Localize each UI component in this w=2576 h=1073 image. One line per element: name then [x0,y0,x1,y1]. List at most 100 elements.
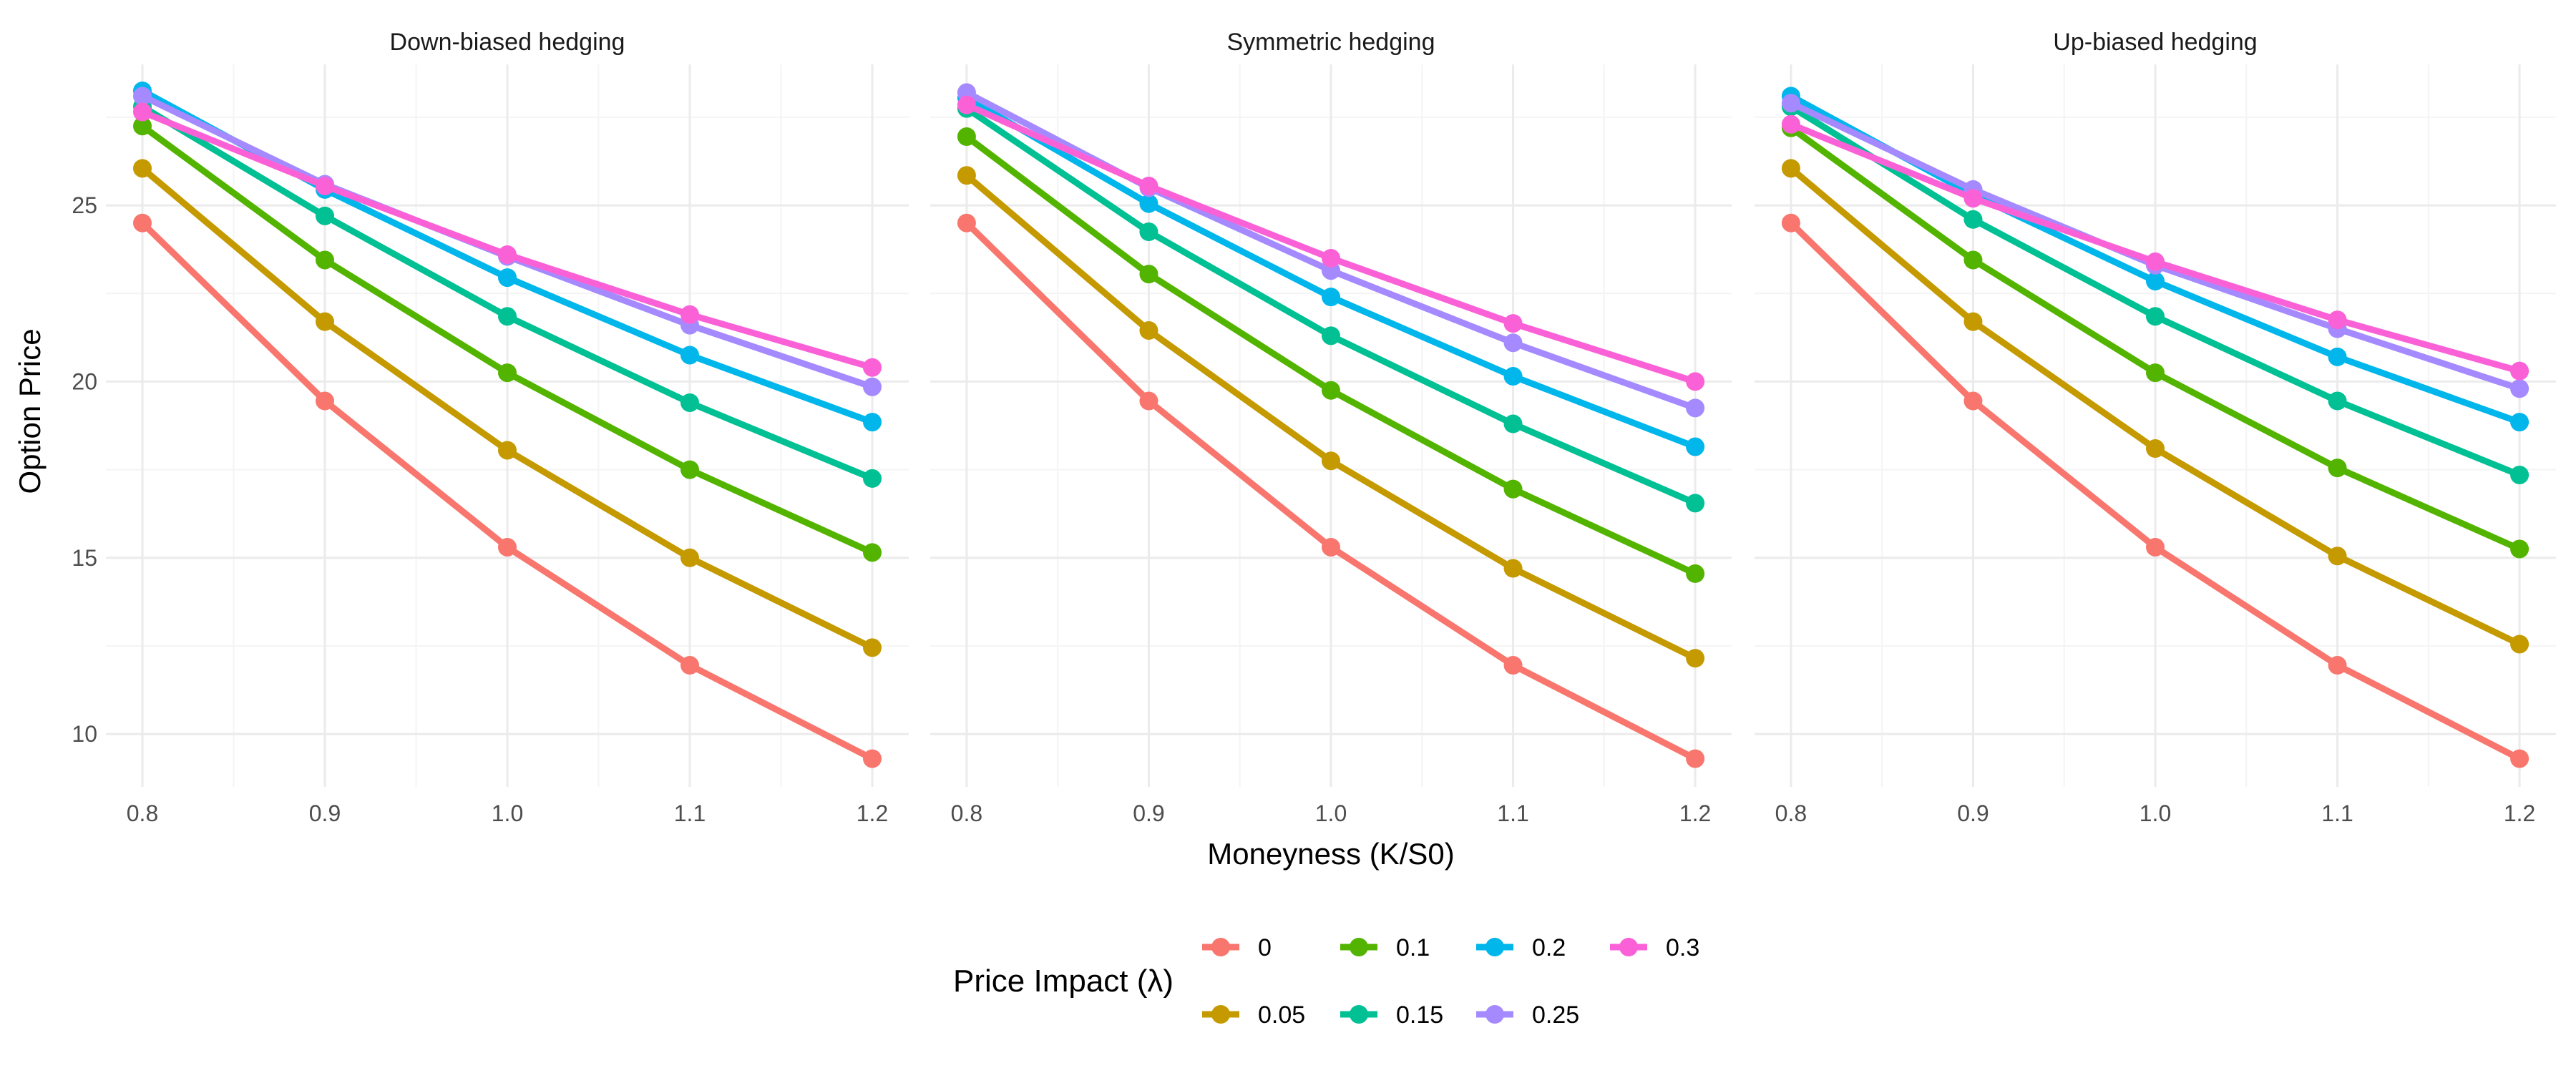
gridlines [1755,64,2556,787]
data-point [2146,252,2165,271]
data-point [1781,94,1800,113]
data-point [133,159,152,178]
data-point [2510,465,2529,484]
series-0.3 [1781,114,2529,381]
data-point [2328,347,2347,366]
data-point [316,391,334,411]
series-0 [1781,213,2529,768]
data-point [2328,310,2347,330]
x-tick-label: 1.0 [492,800,523,826]
data-point [1503,367,1523,386]
legend-item: 0.05 [1202,1001,1305,1029]
data-point [2510,379,2529,398]
legend-label: 0.1 [1396,934,1430,961]
data-point [680,346,699,365]
data-point [1322,451,1340,471]
series-0.3 [957,95,1705,391]
data-point [133,117,152,136]
x-tick-label: 1.0 [2140,800,2171,826]
data-point [680,656,699,675]
data-point [2510,749,2529,768]
y-axis-ticks: 10 15 20 25 [72,192,97,747]
legend-item: 0.2 [1476,934,1566,961]
legend-swatch-point [1350,938,1368,956]
data-point [957,95,976,114]
panel-2: Symmetric hedging 0.8 0.9 1.0 1.1 1.2 [930,29,1732,826]
legend-item: 0 [1202,934,1272,961]
data-point [2510,635,2529,654]
data-point [2328,547,2347,566]
series-0.05 [133,159,882,657]
y-tick-label: 25 [72,192,97,218]
data-point [133,213,152,232]
data-point [863,749,882,768]
data-point [1686,564,1705,583]
data-point [1686,398,1705,418]
data-point [1781,213,1800,232]
series-0.3 [133,102,882,377]
data-point [1139,222,1158,242]
x-tick-label: 1.2 [857,800,888,826]
legend-item: 0.1 [1340,934,1430,961]
data-point [1322,326,1340,346]
panel-title: Up-biased hedging [2053,29,2257,56]
legend-label: 0.05 [1258,1001,1305,1029]
y-tick-label: 20 [72,368,97,394]
x-tick-label: 1.2 [1679,800,1711,826]
data-point [133,87,152,106]
data-point [2146,363,2165,383]
panel-title: Symmetric hedging [1226,29,1435,56]
data-point [2510,413,2529,432]
data-point [133,102,152,122]
legend-swatch-point [1485,1005,1504,1024]
legend-label: 0 [1258,934,1272,961]
data-point [1686,372,1705,391]
series-0 [133,213,882,768]
data-point [1963,391,1983,411]
data-point [1503,333,1523,353]
legend-swatch-point [1211,1005,1230,1024]
legend: Price Impact (λ) 0 0.05 0.1 0.15 0.2 0.25 0.3 [953,934,1699,1029]
data-point [863,358,882,377]
x-tick-label: 0.9 [309,800,341,826]
legend-item: 0.3 [1610,934,1699,961]
x-axis-ticks: 0.8 0.9 1.0 1.1 1.2 [1775,800,2536,826]
y-axis-title: Option Price [13,328,47,494]
legend-item: 0.25 [1476,1001,1579,1029]
legend-swatch-point [1350,1005,1368,1024]
data-point [2146,272,2165,290]
series-0.1 [957,127,1705,583]
legend-title: Price Impact (λ) [953,964,1174,999]
data-point [2146,307,2165,326]
data-point [1686,749,1705,768]
data-point [1322,381,1340,400]
x-tick-label: 0.8 [127,800,158,826]
panel-title: Down-biased hedging [390,29,625,56]
x-tick-label: 0.8 [951,800,982,826]
data-point [863,638,882,657]
data-point [1503,559,1523,578]
data-point [1503,414,1523,433]
x-tick-label: 1.1 [1497,800,1528,826]
data-point [498,363,517,383]
data-point [1686,437,1705,456]
x-tick-label: 1.1 [2321,800,2353,826]
data-point [316,206,334,225]
data-point [1139,391,1158,411]
data-point [2328,459,2347,478]
data-point [863,469,882,488]
legend-label: 0.15 [1396,1001,1443,1029]
x-tick-label: 1.2 [2504,800,2535,826]
data-point [1322,537,1340,557]
x-tick-label: 1.0 [1315,800,1347,826]
y-tick-label: 10 [72,721,97,747]
x-axis-title: Moneyness (K/S0) [1207,837,1454,871]
y-tick-label: 15 [72,545,97,571]
series-0.05 [1781,159,2529,654]
data-point [498,537,517,557]
data-point [1963,189,1983,208]
data-point [1686,649,1705,668]
x-axis-ticks: 0.8 0.9 1.0 1.1 1.2 [951,800,1712,826]
data-point [2146,439,2165,459]
